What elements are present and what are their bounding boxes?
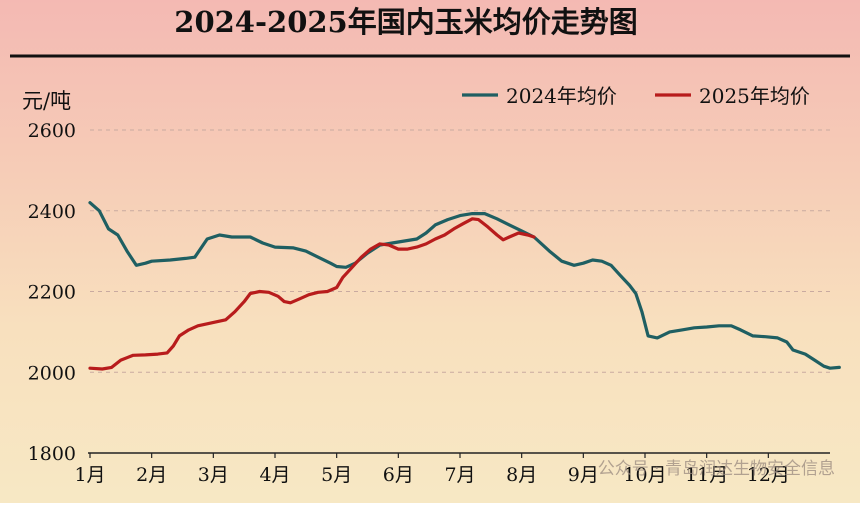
x-tick-label: 7月 [444,464,475,486]
x-tick-label: 11月 [685,464,728,486]
legend-label: 2024年均价 [506,84,617,108]
x-tick-label: 2月 [136,464,167,486]
y-tick-label: 2200 [28,282,76,304]
y-tick-label: 2600 [28,120,76,142]
y-tick-labels: 1800 2000 2200 2400 2600 [28,120,76,465]
x-tick-label: 8月 [506,464,537,486]
series-line-2 [88,217,536,371]
series-line-1 [88,201,841,370]
x-tick-label: 10月 [623,464,666,486]
x-tick-labels: 1月 2月 3月 4月 5月 6月 7月 8月 9月 10月 11月 12月 [74,452,830,486]
y-tick-label: 2000 [28,362,76,384]
x-tick-label: 1月 [74,464,105,486]
x-tick-label: 3月 [198,464,229,486]
grid [90,129,830,373]
legend-label: 2025年均价 [699,84,810,108]
chart-title: 2024-2025年国内玉米均价走势图 [174,5,637,39]
x-tick-label: 4月 [259,464,290,486]
x-tick-label: 12月 [747,464,790,486]
series-lines [88,201,841,371]
x-tick-label: 6月 [383,464,414,486]
y-axis-label: 元/吨 [22,89,71,113]
x-tick-label: 5月 [321,464,352,486]
y-tick-label: 1800 [28,443,76,465]
legend: 2024年均价 2025年均价 [462,84,810,108]
y-tick-label: 2400 [28,201,76,223]
x-tick-label: 9月 [568,464,599,486]
watermark: 公众号 · 青岛润达生物安全信息 [598,459,835,479]
